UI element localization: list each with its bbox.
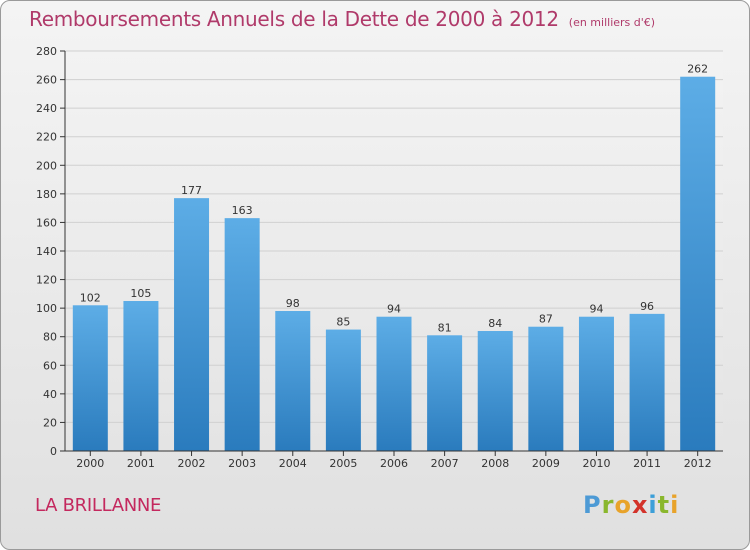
x-tick-label: 2001 <box>127 457 155 470</box>
bar <box>325 329 361 451</box>
bar <box>528 326 564 451</box>
y-tick-label: 80 <box>43 331 57 344</box>
bar <box>578 316 614 451</box>
y-tick-label: 140 <box>36 245 57 258</box>
bar <box>680 76 716 451</box>
bar-value-label: 102 <box>80 291 101 304</box>
bar-value-label: 96 <box>640 300 654 313</box>
bar <box>275 311 311 451</box>
bar-value-label: 177 <box>181 184 202 197</box>
y-tick-label: 160 <box>36 216 57 229</box>
chart-title: Remboursements Annuels de la Dette de 20… <box>29 7 655 31</box>
y-tick-label: 0 <box>50 445 57 458</box>
y-tick-label: 220 <box>36 131 57 144</box>
chart-title-text: Remboursements Annuels de la Dette de 20… <box>29 7 559 31</box>
x-tick-label: 2011 <box>633 457 661 470</box>
bar-value-label: 85 <box>336 316 350 329</box>
x-tick-label: 2010 <box>582 457 610 470</box>
x-tick-label: 2007 <box>431 457 459 470</box>
y-tick-label: 260 <box>36 74 57 87</box>
bar <box>629 313 665 451</box>
x-tick-label: 2008 <box>481 457 509 470</box>
x-tick-label: 2009 <box>532 457 560 470</box>
x-tick-label: 2012 <box>684 457 712 470</box>
bar <box>174 198 210 451</box>
x-tick-label: 2003 <box>228 457 256 470</box>
axis-layer: 0 20 40 60 80 100 120 140 160 180 200 220 240 260 280 2… <box>36 45 723 470</box>
commune-name: LA BRILLANNE <box>35 495 162 516</box>
bar-value-label: 81 <box>438 321 452 334</box>
logo-letter: t <box>657 491 671 519</box>
bar-value-label: 105 <box>130 287 151 300</box>
y-tick-label: 120 <box>36 274 57 287</box>
y-tick-label: 240 <box>36 102 57 115</box>
proxiti-logo: Proxiti <box>583 491 679 519</box>
bar <box>477 331 513 451</box>
bars-layer <box>72 76 716 451</box>
chart-subtitle: (en milliers d'€) <box>568 16 656 29</box>
y-tick-label: 180 <box>36 188 57 201</box>
labels-layer: 102 105 177 163 98 85 94 81 84 87 94 96 262 <box>80 63 708 335</box>
bar-value-label: 87 <box>539 313 553 326</box>
y-tick-label: 280 <box>36 45 57 58</box>
logo-letter: o <box>614 491 632 519</box>
logo-letter: r <box>601 491 615 519</box>
bar <box>224 218 260 451</box>
x-tick-label: 2004 <box>279 457 307 470</box>
y-tick-label: 100 <box>36 302 57 315</box>
y-tick-label: 60 <box>43 359 57 372</box>
logo-letter: x <box>631 491 649 519</box>
bar-value-label: 98 <box>286 297 300 310</box>
x-tick-label: 2002 <box>178 457 206 470</box>
bar-value-label: 94 <box>589 303 603 316</box>
bar-value-label: 262 <box>687 63 708 76</box>
x-tick-label: 2006 <box>380 457 408 470</box>
bar <box>72 305 108 451</box>
y-tick-label: 40 <box>43 388 57 401</box>
x-tick-label: 2000 <box>76 457 104 470</box>
logo-letter: P <box>583 491 602 519</box>
bar <box>427 335 463 451</box>
bar <box>123 301 159 451</box>
bar <box>376 316 412 451</box>
y-tick-label: 200 <box>36 159 57 172</box>
bar-value-label: 163 <box>232 204 253 217</box>
bar-value-label: 84 <box>488 317 502 330</box>
logo-letter: i <box>648 491 658 519</box>
y-tick-label: 20 <box>43 416 57 429</box>
logo-letter: i <box>670 491 680 519</box>
bar-value-label: 94 <box>387 303 401 316</box>
x-tick-label: 2005 <box>329 457 357 470</box>
